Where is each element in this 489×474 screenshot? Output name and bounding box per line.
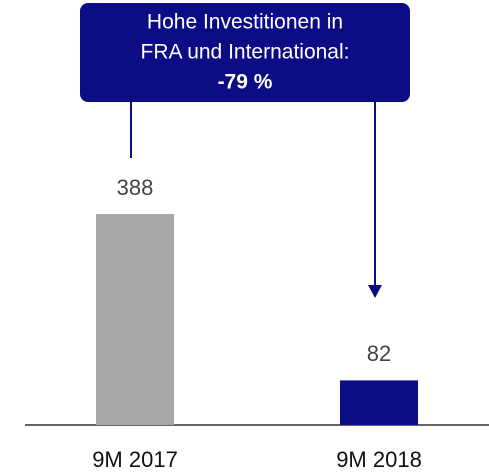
- annotation-text: -79 %: [218, 71, 273, 94]
- arrow-head: [368, 285, 382, 298]
- x-tick-label: 9M 2017: [92, 447, 178, 472]
- annotation-box: [80, 3, 410, 102]
- annotation-text: FRA und International:: [141, 41, 350, 64]
- value-label: 82: [367, 341, 391, 366]
- x-tick-label: 9M 2018: [336, 447, 422, 472]
- bar: [340, 380, 418, 425]
- annotation: Hohe Investitionen in FRA und Internatio…: [80, 3, 410, 298]
- value-label: 388: [117, 175, 154, 200]
- annotation-text: Hohe Investitionen in: [147, 11, 343, 34]
- bar: [96, 214, 174, 425]
